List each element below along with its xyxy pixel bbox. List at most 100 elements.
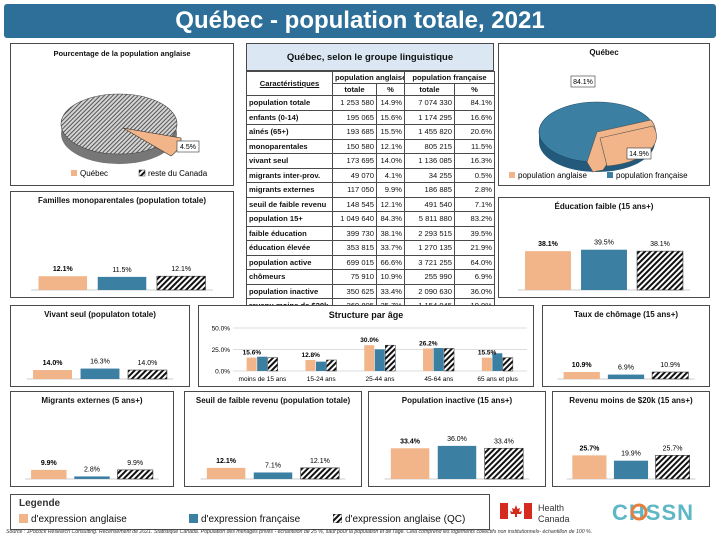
bar-0 <box>33 370 72 379</box>
table-row: éducation élevée 353 815 33.7% 1 270 135 21.… <box>246 240 496 256</box>
table-row: chômeurs 75 910 10.9% 255 990 6.9% <box>246 269 496 285</box>
table-row: population totale 1 253 580 14.9% 7 074 330… <box>246 95 496 111</box>
bar-1 <box>613 460 649 479</box>
legend-label-anglaise: d'expression anglaise <box>31 514 127 525</box>
row-label: population totale <box>246 95 333 111</box>
pie-anglaise-chart: 4.5% Québec reste du Canada <box>60 93 208 178</box>
table-cell: 66.6% <box>376 254 405 270</box>
table-cell: 12.1% <box>376 196 405 212</box>
table-cell: 14.9% <box>376 95 405 111</box>
table-cell: 36.0% <box>453 283 496 299</box>
bar-value-label: 10.9% <box>660 362 680 369</box>
bar-value-label: 33.4% <box>400 438 421 445</box>
bar-1 <box>437 445 477 479</box>
table-cell: 699 015 <box>332 254 377 270</box>
x-tick-label: 45-64 ans <box>424 376 454 383</box>
bar-value-label: 38.1% <box>650 241 670 248</box>
bar-1 <box>80 368 120 379</box>
chart-title: Vivant seul (populaton totale) <box>44 310 156 319</box>
legend-label-quebec: Québec <box>80 169 108 178</box>
source-note: Source : JPocock Research Consulting. Re… <box>6 529 593 535</box>
pie-quebec-value-anglaise: 14.9% <box>626 147 652 160</box>
row-label: migrants inter-prov. <box>246 167 333 183</box>
table-title: Québec, selon le groupe linguistique <box>246 43 494 71</box>
bar-1 <box>253 472 293 479</box>
table-cell: 1 253 580 <box>332 95 377 111</box>
data-table-panel: Québec, selon le groupe linguistique Car… <box>246 43 496 328</box>
row-label: population inactive <box>246 283 333 299</box>
table-cell: 34 255 <box>404 167 455 183</box>
age-bar <box>246 357 257 371</box>
row-label: seuil de faible revenu <box>246 196 333 212</box>
page-title: Québec - population totale, 2021 <box>4 4 716 38</box>
table-header-row: Caractéristiques population anglaise pop… <box>246 71 496 96</box>
y-tick-label: 50.0% <box>212 326 231 333</box>
bar-value-label: 9.9% <box>41 460 58 467</box>
legend-swatch-pq-fra <box>607 172 613 178</box>
health-canada-logo: Health Canada <box>500 503 570 524</box>
bar-0 <box>572 455 607 479</box>
bar-chart-seuil: 12.1% 7.1% 12.1% <box>200 458 346 480</box>
bar-value-label: 14.0% <box>138 360 158 367</box>
legend-swatch-quebec <box>71 170 77 176</box>
table-row: monoparentales 150 580 12.1% 805 215 11.5% <box>246 138 496 154</box>
chart-panel-seul: Vivant seul (populaton totale) 14.0% 16.3%… <box>10 305 190 387</box>
table-row: population 15+ 1 049 640 84.3% 5 811 880 83.… <box>246 211 496 227</box>
table-cell: 350 625 <box>332 283 377 299</box>
bar-2 <box>156 275 206 291</box>
svg-text:84.1%: 84.1% <box>573 79 593 86</box>
table-row: population inactive 350 625 33.4% 2 090 630… <box>246 283 496 299</box>
sub-pct-fra: % <box>453 83 496 96</box>
table-cell: 0.5% <box>453 167 496 183</box>
table-cell: 399 730 <box>332 225 377 241</box>
table-cell: 7.1% <box>453 196 496 212</box>
table-row: aînés (65+) 193 685 15.5% 1 455 820 20.6% <box>246 124 496 140</box>
age-bar <box>385 344 396 372</box>
bar-chart-inact: 33.4% 36.0% 33.4% <box>384 436 530 480</box>
bar-value-label: 9.9% <box>127 460 143 467</box>
age-bar <box>257 356 268 371</box>
table-cell: 9.9% <box>376 182 405 198</box>
chart-panel-rev: Revenu moins de $20k (15 ans+) 25.7% 19.9%… <box>552 391 710 487</box>
age-value-label: 26.2% <box>419 340 438 347</box>
legend-label-reste: reste du Canada <box>148 169 208 178</box>
row-label: vivant seul <box>246 153 333 169</box>
bar-2 <box>127 369 168 380</box>
bar-2 <box>300 467 340 480</box>
bar-value-label: 12.1% <box>310 458 330 465</box>
table-cell: 11.5% <box>453 138 496 154</box>
legend-swatch-anglaise-qc <box>333 514 342 523</box>
chart-title: Revenu moins de $20k (15 ans+) <box>569 396 693 405</box>
bar-0 <box>525 251 571 290</box>
age-bar <box>305 359 316 371</box>
table-cell: 33.7% <box>376 240 405 256</box>
bar-value-label: 25.7% <box>579 445 600 452</box>
age-bar <box>364 345 375 371</box>
row-label: chômeurs <box>246 269 333 285</box>
pie-anglaise-value-text: 4.5% <box>180 144 196 151</box>
table-cell: 2.8% <box>453 182 496 198</box>
legend-item-anglaise: d'expression anglaise <box>19 514 127 525</box>
age-bar <box>374 349 385 371</box>
table-cell: 84.1% <box>453 95 496 111</box>
age-bar <box>433 348 444 371</box>
bar-value-label: 11.5% <box>112 267 131 274</box>
bar-value-label: 12.1% <box>216 458 237 465</box>
table-cell: 33.4% <box>376 283 405 299</box>
bar-1 <box>607 374 645 379</box>
legend: Legende d'expression anglaise d'expressi… <box>10 494 490 530</box>
x-tick-label: moins de 15 ans <box>239 376 287 383</box>
svg-text:CHSSN: CHSSN <box>612 500 694 525</box>
bar-value-label: 36.0% <box>447 436 467 443</box>
chart-title: Migrants externes (5 ans+) <box>41 396 143 405</box>
table-cell: 38.1% <box>376 225 405 241</box>
y-tick-label: 0.0% <box>215 369 230 376</box>
sub-total-fra: totale <box>404 83 455 96</box>
table-row: seuil de faible revenu 148 545 12.1% 491 54… <box>246 196 496 212</box>
table-cell: 353 815 <box>332 240 377 256</box>
table-row: population active 699 015 66.6% 3 721 255 64… <box>246 254 496 270</box>
svg-text:Canada: Canada <box>538 514 570 524</box>
age-bar <box>267 357 278 372</box>
legend-label-francaise: d'expression française <box>201 514 301 525</box>
chart-panel-age: Structure par âge 0.0% 25.0% 50.0% 15.6% moin… <box>198 305 534 387</box>
